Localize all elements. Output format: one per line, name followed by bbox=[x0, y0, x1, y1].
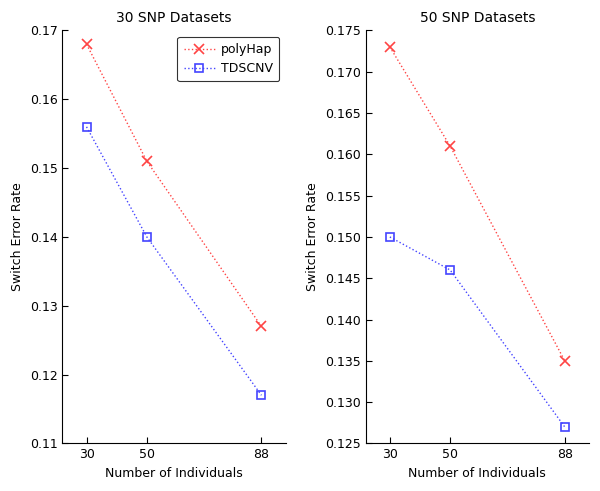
polyHap bbox=[258, 324, 265, 329]
polyHap bbox=[386, 44, 394, 50]
Y-axis label: Switch Error Rate: Switch Error Rate bbox=[11, 183, 24, 291]
polyHap bbox=[561, 358, 568, 364]
Line: polyHap: polyHap bbox=[385, 42, 569, 366]
Legend: polyHap, TDSCNV: polyHap, TDSCNV bbox=[178, 37, 280, 82]
Y-axis label: Switch Error Rate: Switch Error Rate bbox=[307, 183, 319, 291]
Line: polyHap: polyHap bbox=[82, 39, 266, 331]
Line: TDSCNV: TDSCNV bbox=[82, 123, 266, 400]
TDSCNV bbox=[143, 234, 151, 240]
polyHap bbox=[446, 143, 454, 149]
X-axis label: Number of Individuals: Number of Individuals bbox=[105, 467, 243, 480]
TDSCNV bbox=[561, 424, 568, 430]
polyHap bbox=[143, 158, 151, 164]
TDSCNV bbox=[258, 392, 265, 398]
Title: 50 SNP Datasets: 50 SNP Datasets bbox=[419, 11, 535, 25]
TDSCNV bbox=[386, 234, 394, 240]
Title: 30 SNP Datasets: 30 SNP Datasets bbox=[116, 11, 232, 25]
TDSCNV bbox=[83, 124, 90, 130]
X-axis label: Number of Individuals: Number of Individuals bbox=[409, 467, 546, 480]
Line: TDSCNV: TDSCNV bbox=[386, 233, 569, 431]
polyHap bbox=[83, 41, 90, 47]
TDSCNV bbox=[446, 267, 454, 273]
